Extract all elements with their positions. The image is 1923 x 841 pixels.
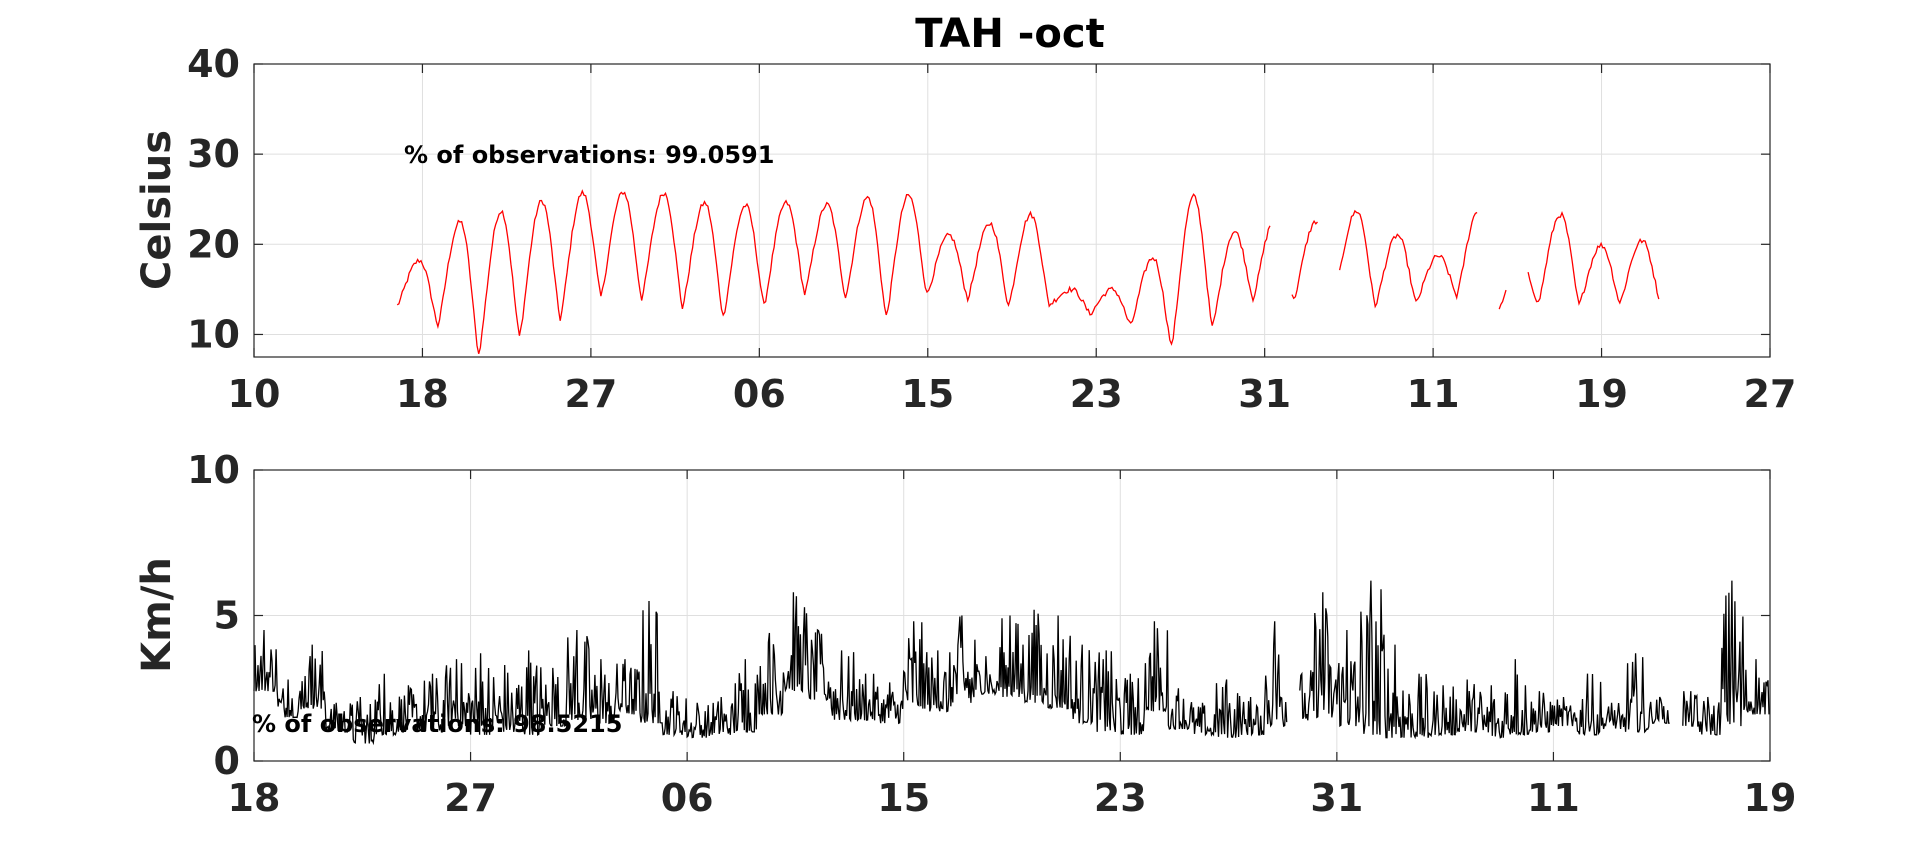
- temperature-y-tick-label: 20: [187, 222, 240, 266]
- chart-title: TAH -oct: [915, 11, 1104, 57]
- temperature-x-tick-label: 23: [1070, 372, 1123, 416]
- temperature-series-line: [396, 189, 1271, 354]
- wind-x-tick-label: 11: [1527, 776, 1580, 820]
- temperature-series: [396, 189, 1660, 354]
- temperature-grid: [254, 64, 1770, 357]
- wind-y-tick-label: 5: [214, 594, 240, 638]
- temperature-series-line: [1291, 219, 1318, 300]
- temperature-x-tick-label: 10: [228, 372, 281, 416]
- wind-series: [253, 580, 1770, 746]
- temperature-x-tick-label: 15: [901, 372, 954, 416]
- temperature-x-tick-label: 27: [1744, 372, 1797, 416]
- wind-x-tick-label: 06: [661, 776, 714, 820]
- temperature-x-tick-label: 06: [733, 372, 786, 416]
- temperature-x-tick-label: 18: [396, 372, 449, 416]
- wind-y-tick-label: 0: [214, 739, 240, 783]
- wind-x-tick-label: 31: [1310, 776, 1363, 820]
- temperature-axes: 10 18 27 06 15 23 31 11 19 27 10 20 30 40 Celsius % o…: [134, 42, 1796, 416]
- wind-x-tick-label: 27: [444, 776, 497, 820]
- wind-ticks: 18 27 06 15 23 31 11 19 0 5 10: [187, 448, 1796, 820]
- wind-series-line: [1682, 580, 1770, 736]
- temperature-y-tick-label: 40: [187, 42, 240, 86]
- wind-observations-annotation: % of observations: 98.5215: [252, 710, 622, 738]
- temperature-series-line: [1498, 289, 1507, 310]
- temperature-y-tick-label: 10: [187, 312, 240, 356]
- temperature-plot-frame: [253, 63, 1771, 358]
- temperature-x-tick-label: 19: [1575, 372, 1628, 416]
- temperature-x-tick-label: 31: [1238, 372, 1291, 416]
- temperature-series-line: [1338, 209, 1478, 309]
- wind-x-tick-label: 23: [1094, 776, 1147, 820]
- wind-x-tick-label: 19: [1744, 776, 1797, 820]
- wind-axes: 18 27 06 15 23 31 11 19 0 5 10 Km/h % of observati…: [134, 448, 1796, 820]
- temperature-observations-annotation: % of observations: 99.0591: [404, 141, 774, 169]
- temperature-ticks: 10 18 27 06 15 23 31 11 19 27 10 20 30 40: [187, 42, 1796, 416]
- wind-series-line: [253, 592, 1288, 746]
- wind-y-label: Km/h: [134, 557, 180, 673]
- temperature-series-line: [1527, 210, 1660, 306]
- temperature-y-tick-label: 30: [187, 132, 240, 176]
- wind-y-tick-label: 10: [187, 448, 240, 492]
- temperature-x-tick-label: 11: [1407, 372, 1460, 416]
- wind-x-tick-label: 15: [877, 776, 930, 820]
- wind-series-line: [1299, 580, 1670, 740]
- wind-x-tick-label: 18: [228, 776, 281, 820]
- temperature-y-label: Celsius: [134, 130, 180, 290]
- temperature-x-tick-label: 27: [564, 372, 617, 416]
